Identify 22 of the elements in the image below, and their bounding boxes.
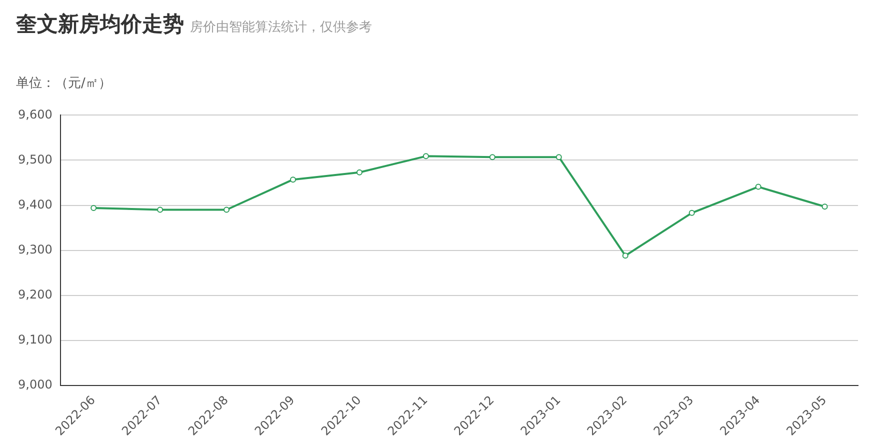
point <box>622 252 628 259</box>
y-tick-label: 9,400 <box>18 197 52 212</box>
y-tick-label: 9,300 <box>18 242 52 256</box>
point <box>224 206 230 213</box>
point <box>290 176 296 183</box>
y-tick-label: 9,500 <box>18 152 52 166</box>
y-tick-label: 9,200 <box>18 287 52 302</box>
point <box>489 154 496 160</box>
chart-title: 奎文新房均价走势 <box>16 12 184 36</box>
point <box>356 169 362 176</box>
point <box>90 204 97 211</box>
point <box>688 210 695 216</box>
y-tick-label: 9,100 <box>18 332 52 346</box>
point <box>422 153 429 160</box>
point <box>755 184 762 190</box>
point <box>556 154 562 160</box>
chart-subtitle: 房价由智能算法统计，仅供参考 <box>190 20 372 35</box>
point <box>157 206 164 213</box>
y-axis-title: 单位：（元/㎡） <box>16 75 112 92</box>
point <box>822 204 828 210</box>
y-tick-label: 9,600 <box>18 107 52 122</box>
y-tick-label: 9,000 <box>18 377 52 392</box>
